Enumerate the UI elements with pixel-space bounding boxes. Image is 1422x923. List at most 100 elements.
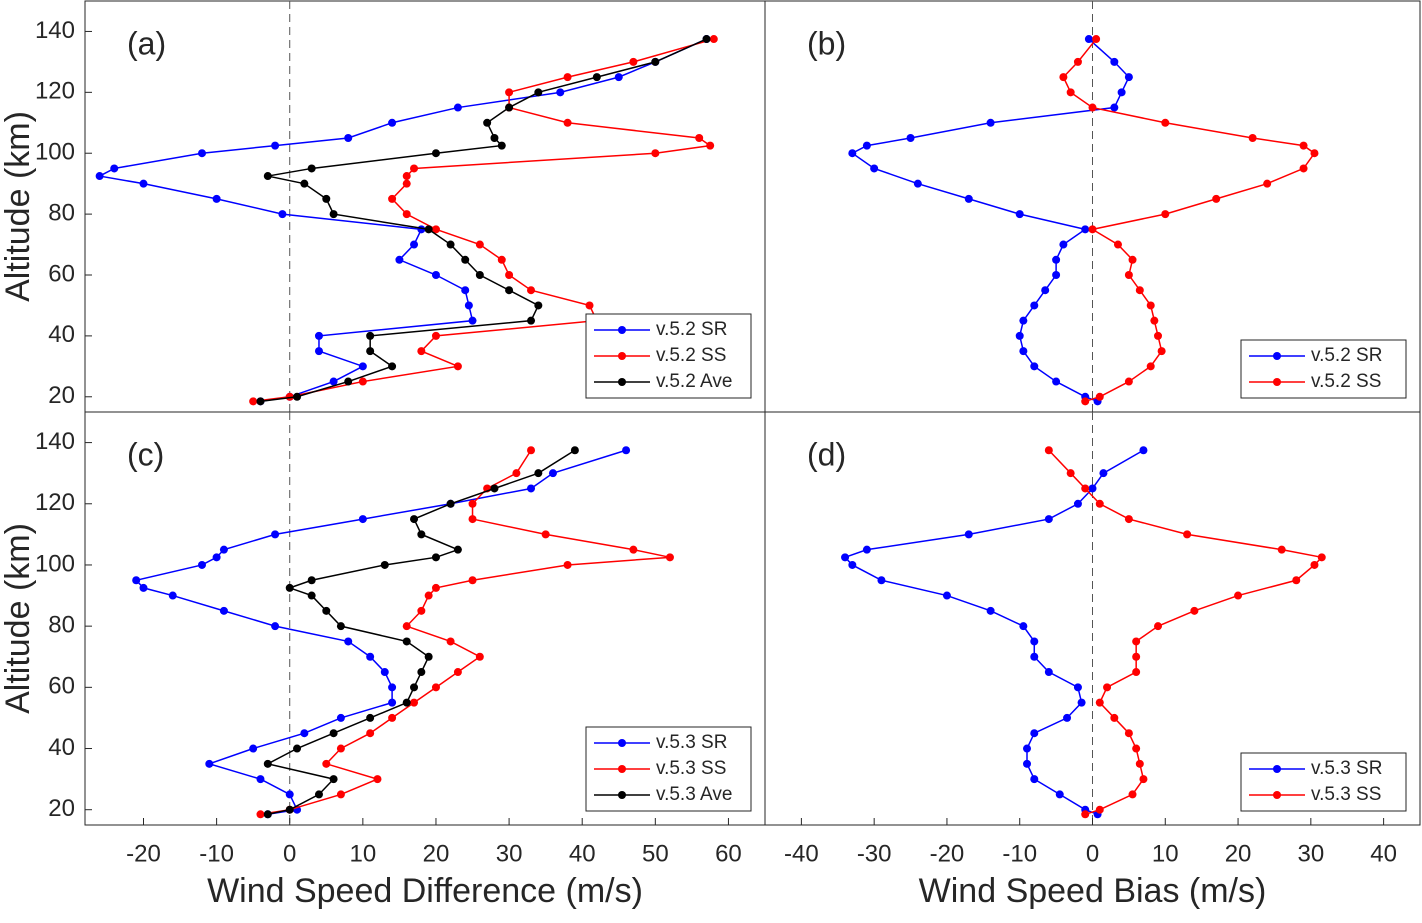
data-point [1146,362,1155,371]
data-point [402,637,411,646]
data-point [205,759,214,768]
data-point [366,652,375,661]
data-point [1139,446,1148,455]
data-point [1110,713,1119,722]
data-point [366,713,375,722]
data-point [256,397,265,406]
data-point [1044,446,1053,455]
data-point [1277,545,1286,554]
legend-swatch-dot [618,378,626,386]
data-point [1310,560,1319,569]
data-point [1299,164,1308,173]
data-point [1030,775,1039,784]
data-point [380,668,389,677]
x-axis-label: Wind Speed Difference (m/s) [207,872,643,910]
data-point [527,316,536,325]
data-point [1146,301,1155,310]
data-point [453,668,462,677]
legend-swatch-dot [1273,765,1281,773]
legend: v.5.3 SR v.5.3 SS [1240,752,1407,812]
data-point [366,347,375,356]
legend-swatch-dot [618,739,626,747]
data-point [95,172,104,181]
legend-label: v.5.2 SS [656,345,726,366]
data-point [219,545,228,554]
data-point [402,210,411,219]
data-point [1124,515,1133,524]
data-point [1019,347,1028,356]
data-point [373,775,382,784]
data-point [1103,683,1112,692]
data-point [1095,499,1104,508]
data-point [358,515,367,524]
data-point [410,240,419,249]
data-point [1019,316,1028,325]
data-point [468,316,477,325]
data-point [1157,347,1166,356]
data-point [249,397,258,406]
data-point [706,141,715,150]
data-point [1088,103,1097,112]
data-point [1073,499,1082,508]
legend-swatch-dot [1273,378,1281,386]
data-point [534,88,543,97]
data-point [942,591,951,600]
data-point [1135,759,1144,768]
x-tick-label: 40 [569,840,596,867]
data-point [344,134,353,142]
data-point [453,362,462,371]
data-point [541,530,550,539]
data-point [468,515,477,524]
data-point [278,210,287,219]
data-point [410,515,419,524]
data-point [1073,683,1082,692]
legend-label: v.5.3 SR [656,732,727,753]
series-line [134,449,627,816]
data-point [388,698,397,707]
data-point [841,553,850,562]
y-tick-label: 40 [48,734,75,761]
data-point [139,179,148,188]
x-tick-label: -20 [930,840,965,867]
data-point [388,118,397,127]
data-point [1055,790,1064,799]
data-point [1110,57,1119,66]
y-tick-label: 60 [48,260,75,287]
x-tick-label: -10 [199,840,234,867]
data-point [417,606,426,615]
data-point [1234,591,1243,600]
data-point [395,255,404,264]
data-point [410,698,419,707]
legend-swatch-dot [618,791,626,799]
data-point [388,362,397,371]
data-point [110,164,119,173]
data-point [402,622,411,631]
data-point [300,179,309,188]
data-point [563,560,572,569]
data-point [380,560,389,569]
y-tick-label: 20 [48,795,75,822]
data-point [307,164,316,173]
data-point [1030,637,1039,646]
y-tick-label: 80 [48,199,75,226]
data-point [1088,225,1097,234]
data-point [1095,392,1104,401]
data-point [1161,118,1170,127]
data-point [249,744,258,753]
data-point [271,141,280,150]
data-point [556,88,565,97]
data-point [1124,271,1133,279]
legend: v.5.3 SR v.5.3 SS v.5.3 Ave [585,726,752,812]
data-point [1317,553,1326,562]
data-point [322,606,331,615]
data-point [388,713,397,722]
data-point [1084,35,1093,44]
y-tick-label: 80 [48,611,75,638]
y-tick-label: 140 [35,17,75,44]
data-point [219,606,228,615]
y-axis-label: Altitude (km) [0,111,37,302]
data-point [263,172,272,181]
series-line [265,449,576,816]
panel-label: (b) [807,25,846,61]
data-point [344,637,353,646]
